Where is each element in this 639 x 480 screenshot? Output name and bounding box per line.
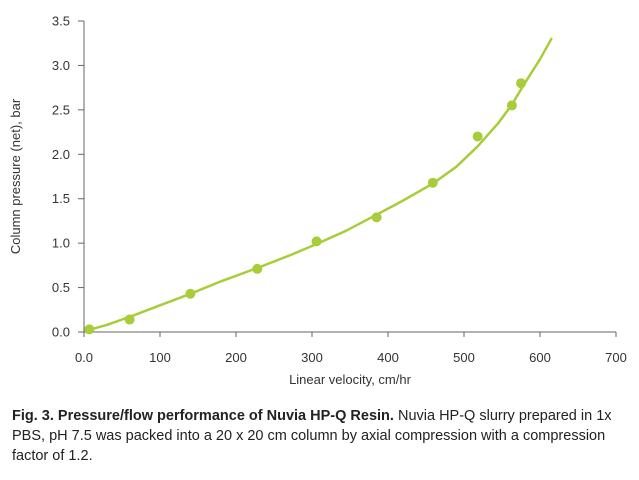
data-point	[506, 100, 517, 111]
data-point	[472, 131, 483, 142]
y-tick-label: 3.0	[52, 58, 70, 73]
data-point	[252, 263, 263, 274]
x-tick-label: 400	[377, 350, 399, 365]
y-tick-label: 1.0	[52, 236, 70, 251]
figure-caption: Fig. 3. Pressure/flow performance of Nuv…	[12, 406, 627, 466]
data-point	[371, 212, 382, 223]
x-axis-label: Linear velocity, cm/hr	[289, 372, 412, 387]
x-tick-label: 300	[301, 350, 323, 365]
pressure-flow-chart: 0.0 100 200 300 400 500 600 700 0.0 0.5 1.0 1.5 2.0…	[8, 14, 627, 388]
data-point	[124, 314, 135, 325]
x-tick-label: 200	[225, 350, 247, 365]
y-tick-label: 0.0	[52, 325, 70, 340]
data-point	[185, 288, 196, 299]
fit-curve-line	[86, 37, 553, 332]
x-tick-label: 700	[605, 350, 627, 365]
x-tick-label: 500	[453, 350, 475, 365]
y-tick-label: 3.5	[52, 14, 70, 29]
y-tick-label: 2.5	[52, 102, 70, 117]
x-tick-label: 0.0	[75, 350, 93, 365]
y-axis-label: Column pressure (net), bar	[8, 98, 23, 254]
y-tick-label: 1.5	[52, 191, 70, 206]
y-axis: 0.0 0.5 1.0 1.5 2.0 2.5 3.0 3.5	[52, 14, 85, 340]
x-tick-label: 100	[149, 350, 171, 365]
data-point	[84, 324, 95, 335]
caption-title: Fig. 3. Pressure/flow performance of Nuv…	[12, 408, 394, 424]
data-point	[427, 177, 438, 188]
caption-text: Nuvia HP-Q slurry prepared in 1x PBS, pH…	[12, 408, 612, 464]
x-axis: 0.0 100 200 300 400 500 600 700	[75, 331, 627, 365]
data-point	[311, 236, 322, 247]
data-points	[84, 78, 526, 335]
y-tick-label: 0.5	[52, 280, 70, 295]
data-point	[516, 78, 526, 89]
y-tick-label: 2.0	[52, 147, 70, 162]
x-tick-label: 600	[529, 350, 551, 365]
